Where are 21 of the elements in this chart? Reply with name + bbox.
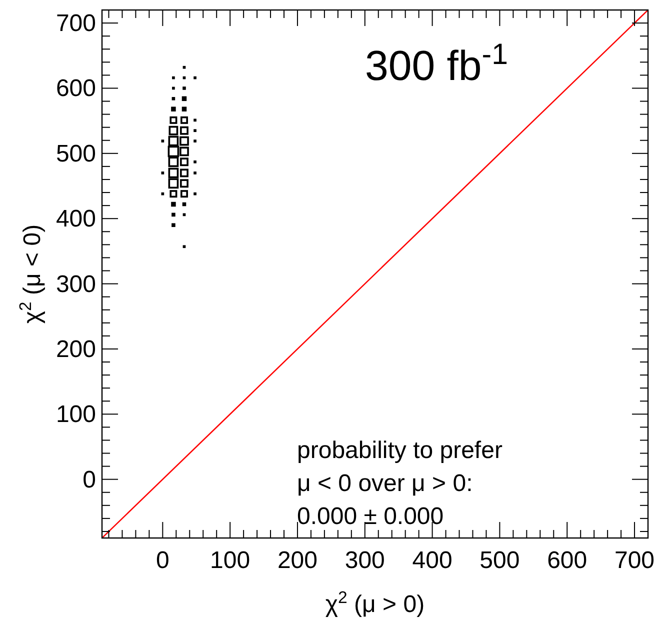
x-tick-label: 500 — [480, 547, 520, 574]
y-tick-label: 500 — [56, 140, 96, 168]
y-tick-label: 700 — [56, 10, 96, 38]
x-axis-title: χ$^{2}$ (μ > 0) — [325, 588, 425, 618]
y-tick-label: 300 — [56, 270, 96, 298]
x-tick-label: 400 — [412, 547, 452, 574]
x-tick-label: 200 — [277, 547, 318, 574]
annotation: μ < 0 over μ > 0: — [297, 470, 473, 497]
x-tick-label: 100 — [210, 547, 250, 574]
annotation: 300 fb$^{-1}$ — [365, 38, 508, 89]
annotation: 0.000 ± 0.000 — [297, 503, 444, 530]
y-tick-label: 200 — [56, 336, 96, 363]
annotation: probability to prefer — [297, 437, 502, 464]
x-tick-label: 300 — [344, 547, 385, 574]
y-tick-label: 400 — [56, 206, 96, 233]
x-tick-label: 600 — [547, 547, 588, 574]
x-tick-label: 0 — [156, 547, 170, 574]
y-tick-label: 0 — [82, 466, 96, 494]
y-tick-label: 100 — [56, 401, 96, 428]
x-tick-label: 700 — [614, 547, 655, 574]
y-tick-label: 600 — [56, 75, 96, 102]
